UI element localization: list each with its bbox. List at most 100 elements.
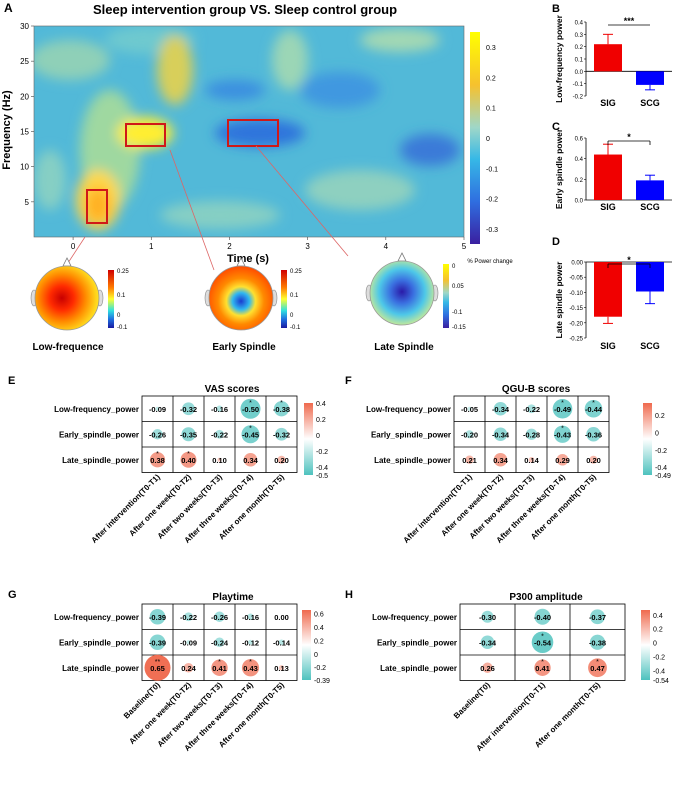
topomap-label: Low-frequence [32, 342, 104, 353]
heatmap-y-ticks: 5 10 15 20 25 30 [20, 22, 34, 207]
correlation-circle [214, 637, 225, 648]
heatmap-plot [34, 26, 464, 237]
correlation-circle [240, 398, 261, 419]
correlation-value: -0.22 [211, 430, 228, 439]
correlation-circle [589, 455, 598, 464]
topomap-head [208, 265, 274, 331]
bar-scg [636, 180, 664, 200]
correlation-colorbar-tick: -0.5 [316, 473, 328, 480]
correlation-value: -0.05 [461, 405, 478, 414]
correlation-colorbar-tick: 0.2 [653, 627, 663, 634]
correlation-colorbar-tick: 0 [316, 433, 320, 440]
topomap-colorbar [108, 270, 114, 328]
correlation-value: -0.22 [180, 613, 197, 622]
significance-marker: * [249, 400, 252, 407]
bar-category-label: SCG [640, 202, 660, 212]
panel-label-h: H [345, 589, 353, 601]
panel-label-f: F [345, 375, 352, 387]
topomap-head [369, 260, 435, 326]
correlation-circle [144, 654, 171, 681]
roi-low-frequence [86, 189, 108, 224]
correlation-colorbar-tick: -0.2 [653, 654, 665, 661]
heatmap-x-tick-label: 2 [227, 242, 232, 251]
correlation-value: -0.39 [149, 613, 166, 622]
bar-y-tick-label: -0.15 [569, 306, 583, 312]
correlation-circle [275, 427, 288, 441]
table-col-label: Baseline(T0) [452, 680, 492, 720]
correlation-circle [465, 430, 474, 439]
panel-d: D -0.25 -0.20 -0.15 -0.10 -0.05 0.00 SIG SCG * La… [552, 236, 672, 351]
correlation-value: -0.32 [273, 430, 290, 439]
correlation-value: -0.26 [211, 613, 228, 622]
bar-sig [594, 44, 622, 72]
correlation-value: -0.24 [211, 638, 229, 647]
topomap-head [34, 265, 100, 331]
heatmap-xlabel: Time (s) [227, 253, 269, 265]
correlation-value: -0.32 [180, 405, 197, 414]
correlation-circle [586, 427, 601, 442]
correlation-value: -0.39 [149, 638, 166, 647]
roi-arrow-late [255, 145, 349, 257]
table-title: VAS scores [205, 384, 260, 395]
topomap-colorbar [281, 270, 287, 328]
bar-y-tick-label: 0.00 [571, 261, 583, 267]
correlation-circle [247, 613, 254, 620]
correlation-colorbar-tick: 0 [314, 652, 318, 659]
topomap-cbar-tick: -0.1 [290, 325, 301, 331]
correlation-circle [217, 457, 222, 462]
correlation-circle [528, 456, 535, 463]
panel-e: E VAS scores Low-frequency_power Early_spi… [8, 375, 328, 545]
topomap-label: Early Spindle [212, 342, 276, 353]
correlation-circle [183, 662, 194, 673]
table-row-label: Early_spindle_power [59, 430, 139, 439]
heatmap-y-tick-label: 5 [25, 198, 30, 207]
correlation-colorbar-tick: -0.2 [655, 448, 667, 455]
bar-ylabel: Low-frequency power [554, 14, 564, 103]
correlation-colorbar-tick: 0.4 [653, 613, 663, 620]
table-title: P300 amplitude [509, 592, 583, 603]
table-col-label: After one month(T0-T5) [217, 680, 286, 749]
correlation-colorbar-tick: 0 [655, 430, 659, 437]
correlation-value: -0.09 [149, 405, 166, 414]
nose-icon [62, 257, 72, 267]
table-row-label: Low-frequency_power [54, 405, 139, 414]
correlation-colorbar-tick: 0 [653, 641, 657, 648]
panel-label-d: D [552, 236, 560, 248]
correlation-value: -0.38 [589, 638, 606, 647]
table-row-label: Late_spindle_power [62, 664, 139, 673]
correlation-circle [589, 634, 606, 650]
correlation-value: -0.36 [585, 430, 602, 439]
correlation-circle [186, 640, 191, 645]
correlation-colorbar [302, 610, 311, 680]
significance-marker: * [592, 400, 595, 407]
correlation-value: -0.50 [242, 405, 259, 414]
heatmap-x-ticks: 0 1 2 3 4 5 [71, 237, 467, 251]
bar-y-tick-label: 0.2 [575, 45, 584, 51]
bar-y-tick-label: -0.05 [569, 276, 583, 282]
correlation-value: 0.65 [150, 664, 165, 673]
correlation-circle [588, 658, 607, 678]
correlation-colorbar-tick: -0.2 [316, 449, 328, 456]
significance-marker: * [249, 425, 252, 432]
correlation-value: -0.37 [589, 613, 606, 622]
correlation-colorbar [641, 610, 650, 680]
correlation-circle [531, 631, 554, 654]
bar-y-tick-label: 0.4 [575, 21, 584, 27]
table-frame [141, 395, 298, 473]
significance-marker: * [596, 659, 599, 666]
heatmap-colorbar-tick: -0.1 [486, 166, 498, 173]
bar-category-label: SIG [600, 341, 616, 351]
correlation-value: 0.10 [212, 456, 227, 465]
significance-marker: * [156, 451, 159, 458]
table-col-label: After one week(T0-T2) [127, 472, 193, 538]
correlation-colorbar-tick: 0.2 [314, 638, 324, 645]
topomap-cbar-tick: 0.1 [117, 293, 126, 299]
correlation-circle [184, 612, 193, 622]
correlation-circle [241, 425, 260, 444]
heatmap-y-tick-label: 30 [20, 22, 29, 31]
heatmap-colorbar-tick: 0 [486, 136, 490, 143]
topomap-early-spindle: 0.25 0.1 0 -0.1 Early Spindle [204, 257, 302, 353]
panel-label-b: B [552, 3, 560, 15]
correlation-circle [584, 399, 603, 418]
